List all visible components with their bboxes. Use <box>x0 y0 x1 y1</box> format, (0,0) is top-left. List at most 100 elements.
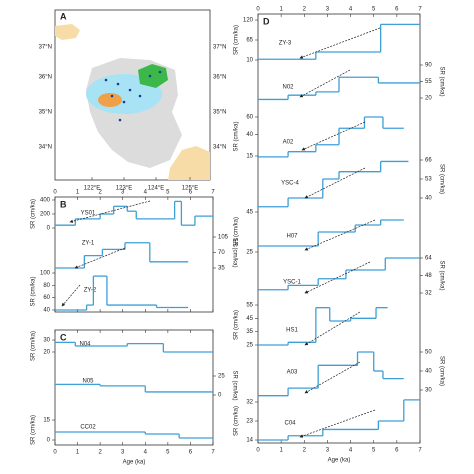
x-axis-label: Age (ka) <box>123 460 146 466</box>
y-tick-label: 55 <box>425 79 432 85</box>
land <box>55 24 80 40</box>
x-tick-label: 4 <box>349 7 353 13</box>
x-tick-label: 0 <box>256 7 260 13</box>
trend-arrow <box>69 200 151 223</box>
mud-patch <box>138 64 168 88</box>
x-tick-label: 4 <box>144 190 148 196</box>
panel-letter: D <box>263 16 270 26</box>
x-tick-label: 4 <box>349 448 353 454</box>
y-tick-label: 45 <box>246 316 253 322</box>
y-tick-label: 32 <box>425 291 432 297</box>
trend-arrow <box>299 69 351 98</box>
x-tick-label: 5 <box>372 7 376 13</box>
trend-arrow <box>304 311 361 346</box>
x-tick-label: 2 <box>98 450 102 456</box>
y-tick-label: 60 <box>246 115 253 121</box>
station-label: N05 <box>82 379 94 385</box>
y-axis-label: SR (cm/ka) <box>438 261 444 291</box>
lat-label: 36°N <box>39 75 52 81</box>
y-tick-label: 14 <box>246 438 253 444</box>
lat-label: 34°N <box>213 145 226 151</box>
lon-label: 125°E <box>182 186 198 192</box>
station-label: A02 <box>283 140 294 146</box>
y-tick-label: 70 <box>218 250 225 256</box>
trend-arrow <box>299 27 381 59</box>
y-tick-label: 25 <box>246 250 253 256</box>
lat-label: 35°N <box>213 110 226 116</box>
y-tick-label: 15 <box>43 418 50 424</box>
y-axis-label: SR (cm/ka) <box>31 331 37 361</box>
y-tick-label: 30 <box>425 388 432 394</box>
y-tick-label: 120 <box>243 18 254 24</box>
y-tick-label: 10 <box>246 58 253 64</box>
station-label: ZY-1 <box>82 241 95 247</box>
x-tick-label: 7 <box>418 7 422 13</box>
y-axis-label: SR (cm/ka) <box>234 310 240 340</box>
y-tick-label: 40 <box>43 308 50 314</box>
x-tick-label: 4 <box>144 450 148 456</box>
x-tick-label: 1 <box>76 450 80 456</box>
y-axis-label: SR (cm/ka) <box>231 371 237 401</box>
y-tick-label: 32 <box>246 400 253 406</box>
station-label: CC02 <box>80 425 96 431</box>
y-tick-label: 48 <box>425 273 432 279</box>
lat-label: 35°N <box>39 110 52 116</box>
y-tick-label: 66 <box>425 158 432 164</box>
y-tick-label: 35 <box>246 329 253 335</box>
y-axis-label: SR (cm/ka) <box>31 199 37 229</box>
trend-arrow <box>301 121 366 151</box>
y-tick-label: 25 <box>218 374 225 380</box>
map-panel: A <box>54 9 211 181</box>
y-tick-label: 40 <box>246 132 253 138</box>
y-axis-label: SR (cm/ka) <box>438 164 444 194</box>
y-axis-label: SR (cm/ka) <box>234 217 240 247</box>
x-tick-label: 7 <box>418 448 422 454</box>
x-tick-label: 0 <box>53 450 57 456</box>
map-frame <box>54 9 211 181</box>
y-tick-label: 50 <box>425 350 432 356</box>
x-tick-label: 1 <box>279 448 283 454</box>
x-tick-label: 0 <box>53 190 57 196</box>
station-label: YS01 <box>81 211 96 217</box>
y-tick-label: 60 <box>43 295 50 301</box>
lon-label: 123°E <box>116 186 132 192</box>
station-label: HS1 <box>286 328 298 334</box>
lat-label: 37°N <box>213 45 226 51</box>
y-tick-label: 0 <box>47 226 51 232</box>
y-tick-label: 200 <box>40 212 51 218</box>
lat-label: 36°N <box>213 75 226 81</box>
x-tick-label: 5 <box>166 190 170 196</box>
x-tick-label: 7 <box>211 450 215 456</box>
x-tick-label: 3 <box>326 7 330 13</box>
y-tick-label: 35 <box>218 266 225 272</box>
y-axis-label: SR (cm/ka) <box>231 238 237 268</box>
y-tick-label: 30 <box>43 338 50 344</box>
station-label: YSC-4 <box>281 181 299 187</box>
y-axis-label: SR (cm/ka) <box>234 406 240 436</box>
x-tick-label: 0 <box>256 448 260 454</box>
x-axis-label: Age (ka) <box>328 458 351 464</box>
x-tick-label: 5 <box>166 450 170 456</box>
trend-arrow <box>304 167 366 199</box>
x-tick-label: 6 <box>395 448 399 454</box>
lon-label: 124°E <box>148 186 164 192</box>
y-tick-label: 20 <box>425 96 432 102</box>
y-tick-label: 100 <box>40 271 51 277</box>
land <box>168 146 210 180</box>
station-label: N04 <box>79 342 91 348</box>
trend-arrow <box>304 219 376 251</box>
y-tick-label: 40 <box>425 369 432 375</box>
panel-frame <box>257 13 421 444</box>
y-tick-label: 80 <box>43 283 50 289</box>
y-axis-label: SR (cm/ka) <box>234 25 240 55</box>
x-tick-label: 6 <box>189 450 193 456</box>
y-tick-label: 55 <box>246 303 253 309</box>
panel-letter: C <box>60 332 67 342</box>
y-tick-label: 53 <box>425 177 432 183</box>
trend-arrow <box>304 361 361 394</box>
y-tick-label: 45 <box>246 210 253 216</box>
station-label: YSC-1 <box>283 280 301 286</box>
panel-letter: A <box>60 11 67 21</box>
x-tick-label: 2 <box>98 190 102 196</box>
